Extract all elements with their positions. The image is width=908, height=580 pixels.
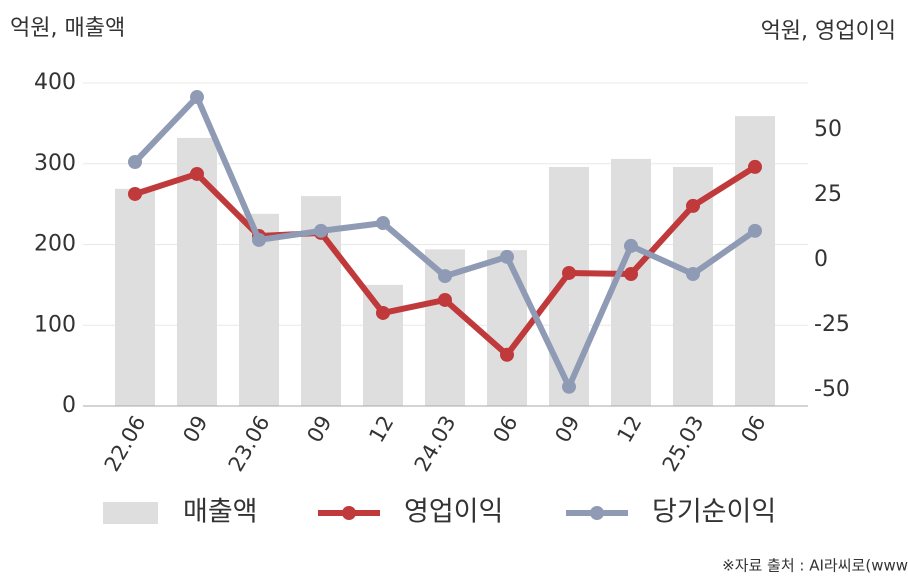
point	[314, 223, 328, 238]
point	[500, 249, 514, 264]
point	[562, 265, 576, 280]
x-tick-label: 25.03	[658, 412, 709, 476]
point	[190, 90, 204, 105]
bar	[177, 137, 217, 406]
legend-swatch	[103, 502, 158, 524]
point	[500, 347, 514, 362]
y2-tick-label: 50	[814, 117, 842, 142]
point	[438, 269, 452, 284]
x-tick-label: 23.06	[224, 412, 275, 476]
x-tick-label: 12	[612, 412, 646, 447]
point	[376, 216, 390, 231]
legend-marker	[342, 506, 356, 520]
legend-label: 영업이익	[404, 497, 503, 528]
x-tick-label: 09	[302, 412, 336, 447]
x-tick-label: 09	[178, 412, 212, 447]
bar	[115, 188, 155, 406]
x-tick-label: 22.06	[100, 412, 151, 476]
y2-axis-title: 억원, 영업이익	[761, 19, 896, 44]
legend-label: 매출액	[183, 497, 258, 528]
point	[190, 166, 204, 181]
x-tick-label: 06	[488, 412, 522, 447]
x-tick-label: 09	[550, 412, 584, 447]
bar	[735, 116, 775, 407]
y2-tick-label: 25	[814, 182, 842, 207]
y2-tick-label: 0	[814, 247, 828, 272]
y-tick-label: 400	[34, 70, 76, 95]
point	[624, 266, 638, 281]
x-tick-label: 12	[364, 412, 398, 447]
y-tick-label: 300	[34, 151, 76, 176]
point	[686, 266, 700, 281]
bar	[363, 284, 403, 406]
point	[376, 305, 390, 320]
bar	[487, 250, 527, 406]
point	[748, 159, 762, 174]
legend-label: 당기순이익	[652, 497, 776, 528]
point	[128, 154, 142, 169]
point	[686, 198, 700, 213]
y-axis-title: 억원, 매출액	[10, 16, 125, 41]
point	[562, 379, 576, 394]
y-tick-label: 0	[62, 393, 76, 418]
point	[128, 186, 142, 201]
y2-tick-label: -25	[814, 312, 850, 337]
y-tick-label: 100	[34, 312, 76, 337]
x-tick-label: 06	[736, 412, 770, 447]
x-tick-label: 24.03	[410, 412, 461, 476]
y2-tick-label: -50	[814, 377, 850, 402]
y-tick-label: 200	[34, 232, 76, 257]
source-note: ※자료 출처 : AI라씨로(www	[722, 557, 908, 575]
point	[624, 238, 638, 253]
point	[748, 223, 762, 238]
legend-marker	[590, 506, 604, 520]
point	[252, 232, 266, 247]
point	[438, 292, 452, 307]
